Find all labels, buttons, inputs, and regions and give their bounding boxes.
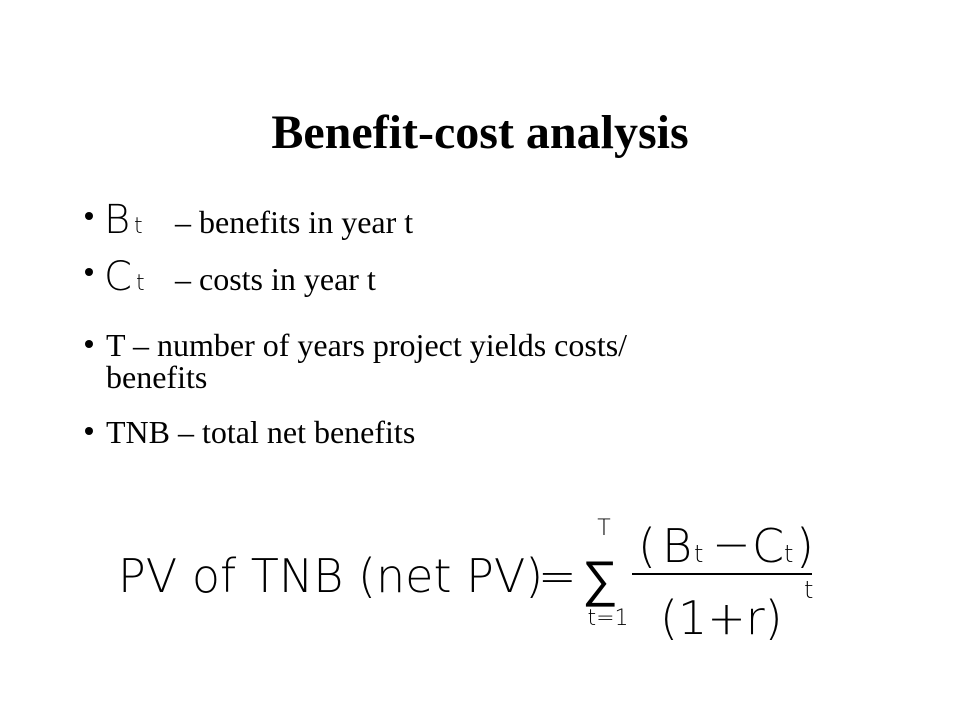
symbol: B xyxy=(104,197,130,243)
sum-upper: T xyxy=(597,516,610,541)
bullet-dot xyxy=(85,268,93,276)
bullet-text: T – number of years project yields costs… xyxy=(106,327,627,363)
formula-lhs: PV of TNB (net PV) xyxy=(118,549,543,603)
subscript: t xyxy=(134,214,143,239)
bullet-text: – benefits in year t xyxy=(174,204,413,240)
paren: ( xyxy=(638,519,656,573)
sum-symbol: ∑ xyxy=(582,550,618,608)
bullet-text: benefits xyxy=(106,359,207,395)
subscript: t xyxy=(694,540,703,568)
minus: − xyxy=(712,517,751,571)
sum-lower: t=1 xyxy=(587,606,628,631)
bullet-dot xyxy=(85,212,93,220)
bullet-text: TNB – total net benefits xyxy=(106,414,415,450)
bullet-text: – costs in year t xyxy=(174,261,376,297)
symbol: C xyxy=(104,254,132,300)
denominator: (1+r) xyxy=(660,591,783,645)
title: Benefit-cost analysis xyxy=(271,106,688,159)
formula-equals: = xyxy=(538,549,577,603)
numerator-b: B xyxy=(662,519,692,573)
bullet-dot xyxy=(85,427,93,435)
subscript: t xyxy=(136,271,145,296)
bullet-dot xyxy=(85,340,93,348)
subscript: t xyxy=(784,540,793,568)
numerator-c: C xyxy=(752,519,784,573)
exponent: t xyxy=(804,576,813,604)
paren: ) xyxy=(796,519,814,573)
